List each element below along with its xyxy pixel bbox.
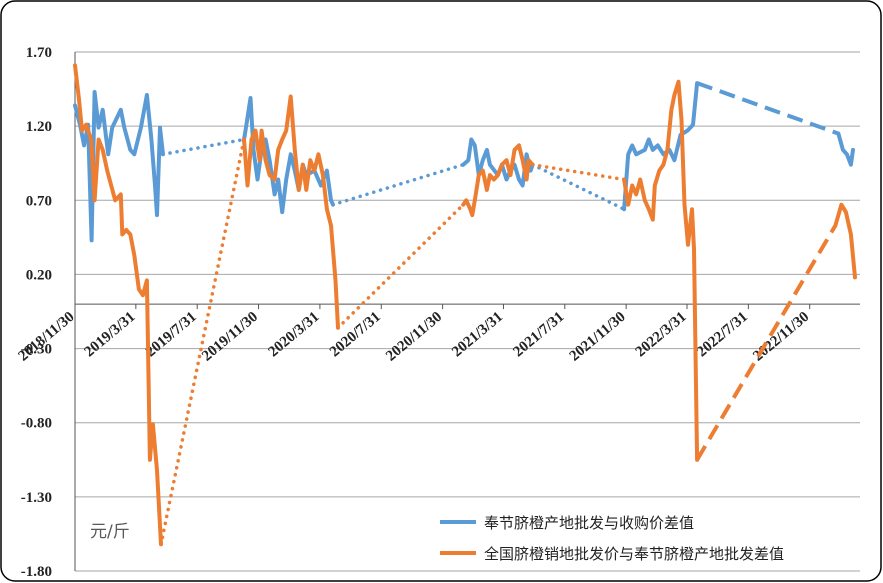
series-line: [159, 137, 246, 547]
legend-label: 奉节脐橙产地批发与收购价差值: [484, 514, 694, 532]
y-tick-label: 0.20: [26, 267, 52, 283]
y-tick-label: -1.30: [21, 490, 52, 506]
series-line: [161, 137, 246, 157]
series-line: [530, 162, 626, 211]
series-line: [836, 131, 855, 167]
series-line: [336, 202, 465, 330]
y-tick-label: 0.70: [26, 193, 52, 209]
legend-label: 全国脐橙销地批发价与奉节脐橙产地批发差值: [484, 545, 784, 563]
series-line: [242, 94, 340, 330]
y-tick-label: -0.80: [21, 416, 52, 432]
series-line: [622, 79, 700, 462]
y-tick-label: -0.30: [21, 342, 52, 358]
series-line: [331, 162, 465, 207]
y-tick-label: 1.70: [26, 45, 52, 61]
series-line: [833, 202, 857, 280]
y-unit-label: 元/斤: [90, 522, 130, 542]
series-line: [73, 90, 165, 243]
series-line: [622, 81, 700, 212]
y-tick-label: -1.80: [21, 564, 52, 580]
series-line: [73, 63, 163, 547]
series-line: [530, 162, 626, 182]
series-line: [242, 96, 335, 215]
series-line: [695, 224, 838, 461]
y-tick-label: 1.20: [26, 119, 52, 135]
series-line: [461, 143, 535, 218]
series-line: [696, 81, 840, 136]
